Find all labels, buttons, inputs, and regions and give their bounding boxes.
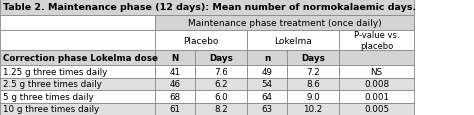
Text: Lokelma: Lokelma: [274, 36, 312, 45]
Bar: [195, 78, 247, 90]
Text: NS: NS: [371, 67, 383, 76]
Text: 41: 41: [170, 67, 181, 76]
Text: 6.0: 6.0: [214, 92, 228, 101]
Text: Correction phase Lokelma dose: Correction phase Lokelma dose: [3, 54, 158, 62]
Bar: [155, 78, 195, 90]
Bar: [0, 0, 414, 16]
Text: 49: 49: [262, 67, 273, 76]
Bar: [339, 78, 414, 90]
Text: P-value vs.
placebo: P-value vs. placebo: [354, 31, 399, 50]
Text: 0.005: 0.005: [364, 104, 389, 113]
Text: 0.008: 0.008: [364, 80, 389, 88]
Text: 6.2: 6.2: [214, 80, 228, 88]
Text: 61: 61: [170, 104, 181, 113]
Bar: [155, 65, 195, 78]
Text: 64: 64: [262, 92, 273, 101]
Text: 7.6: 7.6: [214, 67, 228, 76]
Bar: [287, 90, 339, 103]
Text: Placebo: Placebo: [183, 36, 219, 45]
Text: 0.001: 0.001: [364, 92, 389, 101]
Text: 10 g three times daily: 10 g three times daily: [3, 104, 99, 113]
Text: 46: 46: [170, 80, 181, 88]
Bar: [287, 78, 339, 90]
Text: Days: Days: [301, 54, 325, 62]
Text: Table 2. Maintenance phase (12 days): Mean number of normokalaemic days.: Table 2. Maintenance phase (12 days): Me…: [3, 3, 416, 12]
Bar: [155, 90, 195, 103]
Bar: [0, 51, 155, 65]
Text: 7.2: 7.2: [306, 67, 320, 76]
Bar: [155, 16, 414, 31]
Text: 68: 68: [169, 92, 181, 101]
Text: N: N: [172, 54, 179, 62]
Bar: [287, 51, 339, 65]
Bar: [195, 90, 247, 103]
Bar: [195, 103, 247, 115]
Text: 10.2: 10.2: [303, 104, 323, 113]
Text: 63: 63: [262, 104, 273, 113]
Bar: [247, 103, 287, 115]
Bar: [339, 31, 414, 51]
Bar: [155, 103, 195, 115]
Text: 2.5 g three times daily: 2.5 g three times daily: [3, 80, 102, 88]
Bar: [247, 90, 287, 103]
Text: n: n: [264, 54, 270, 62]
Bar: [0, 103, 155, 115]
Bar: [195, 65, 247, 78]
Bar: [339, 103, 414, 115]
Bar: [155, 51, 195, 65]
Bar: [339, 90, 414, 103]
Bar: [339, 51, 414, 65]
Bar: [155, 31, 247, 51]
Bar: [287, 103, 339, 115]
Text: 5 g three times daily: 5 g three times daily: [3, 92, 94, 101]
Bar: [0, 31, 155, 51]
Bar: [0, 16, 155, 31]
Bar: [339, 65, 414, 78]
Bar: [195, 51, 247, 65]
Bar: [287, 65, 339, 78]
Text: Maintenance phase treatment (once daily): Maintenance phase treatment (once daily): [188, 19, 381, 28]
Bar: [0, 78, 155, 90]
Text: 8.2: 8.2: [214, 104, 228, 113]
Bar: [0, 65, 155, 78]
Text: Days: Days: [209, 54, 233, 62]
Bar: [0, 90, 155, 103]
Text: 9.0: 9.0: [306, 92, 320, 101]
Bar: [247, 65, 287, 78]
Text: 8.6: 8.6: [306, 80, 320, 88]
Text: 1.25 g three times daily: 1.25 g three times daily: [3, 67, 107, 76]
Bar: [247, 51, 287, 65]
Text: 54: 54: [262, 80, 273, 88]
Bar: [247, 78, 287, 90]
Bar: [247, 31, 339, 51]
